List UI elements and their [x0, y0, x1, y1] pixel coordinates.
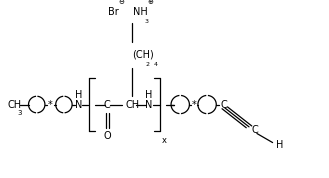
Text: 2: 2 [146, 62, 150, 67]
Text: C: C [252, 125, 258, 135]
Text: C: C [104, 100, 111, 109]
Text: NH: NH [133, 7, 148, 17]
Text: *: * [48, 100, 53, 109]
Text: CH: CH [8, 100, 22, 109]
Text: C: C [221, 100, 228, 109]
Text: *: * [191, 100, 196, 109]
Text: x: x [162, 136, 167, 145]
Text: N: N [145, 100, 153, 109]
Text: 4: 4 [153, 62, 157, 67]
Text: (CH: (CH [132, 50, 150, 60]
Text: CH: CH [126, 100, 140, 109]
Text: H: H [75, 90, 82, 100]
Text: O: O [103, 131, 111, 141]
Text: Br: Br [108, 7, 119, 17]
Text: N: N [75, 100, 82, 109]
Text: H: H [145, 90, 153, 100]
Text: ⊕: ⊕ [147, 0, 153, 5]
Text: H: H [276, 140, 283, 150]
Text: 3: 3 [144, 19, 148, 24]
Text: ⊖: ⊖ [119, 0, 124, 5]
Text: ): ) [149, 50, 153, 60]
Text: 3: 3 [18, 110, 22, 116]
